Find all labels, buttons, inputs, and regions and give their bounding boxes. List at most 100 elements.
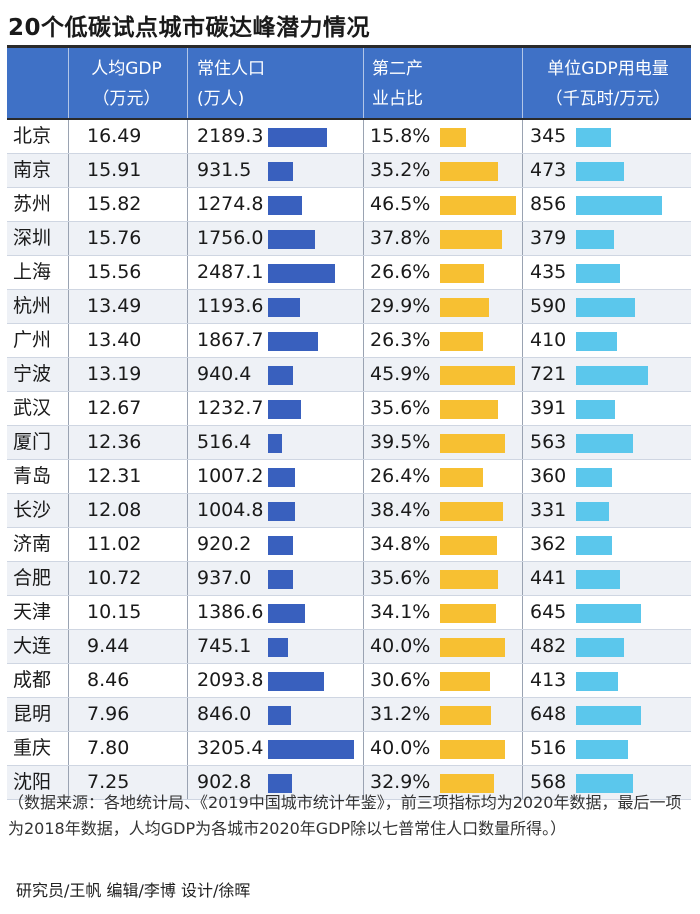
secondary-industry-value: 38.4% [370,499,431,521]
column-divider [522,664,523,697]
city-label: 苏州 [13,193,52,215]
table-row: 大连 9.44 745.1 40.0% 482 [7,630,691,664]
column-divider [363,562,364,595]
electricity-value: 721 [530,363,567,385]
electricity-bar [576,230,615,249]
column-divider [68,426,69,459]
electricity-bar [576,468,613,487]
gdp-value: 15.56 [87,261,142,283]
column-divider [68,256,69,289]
column-divider [68,120,69,153]
secondary-industry-value: 35.2% [370,159,431,181]
city-label: 上海 [13,261,52,283]
header-electricity: 单位GDP用电量 （千瓦时/万元） [525,48,691,118]
population-value: 846.0 [197,703,252,725]
table-header: 人均GDP （万元） 常住人口 (万人) 第二产 业占比 单位GDP用电量 （千… [7,48,691,120]
column-divider [187,732,188,765]
table-row: 重庆 7.80 3205.4 40.0% 516 [7,732,691,766]
population-bar [268,332,319,351]
secondary-industry-value: 26.6% [370,261,431,283]
column-divider [522,698,523,731]
electricity-bar [576,366,649,385]
gdp-value: 8.46 [87,669,130,691]
population-value: 940.4 [197,363,252,385]
electricity-value: 345 [530,125,567,147]
header-pop-line2: (万人) [197,89,245,109]
population-bar [268,366,294,385]
secondary-industry-bar [440,672,490,691]
electricity-bar [576,264,620,283]
header-sec-line1: 第二产 [372,59,423,79]
column-divider [522,426,523,459]
population-value: 1007.2 [197,465,264,487]
city-label: 长沙 [13,499,52,521]
population-value: 931.5 [197,159,252,181]
population-value: 2189.3 [197,125,264,147]
city-label: 重庆 [13,737,52,759]
column-divider [68,766,69,799]
population-bar [268,162,293,181]
population-bar [268,570,294,589]
secondary-industry-value: 40.0% [370,737,431,759]
header-divider [187,48,188,118]
city-label: 广州 [13,329,52,351]
column-divider [68,358,69,391]
electricity-bar [576,604,641,623]
city-label: 宁波 [13,363,52,385]
population-bar [268,774,293,793]
credits: 研究员/王帆 编辑/李博 设计/徐晖 [16,881,251,900]
city-label: 济南 [13,533,52,555]
gdp-value: 11.02 [87,533,142,555]
column-divider [363,630,364,663]
column-divider [187,664,188,697]
secondary-industry-value: 30.6% [370,669,431,691]
table-row: 宁波 13.19 940.4 45.9% 721 [7,358,691,392]
column-divider [68,562,69,595]
column-divider [522,392,523,425]
column-divider [187,324,188,357]
city-label: 杭州 [13,295,52,317]
population-value: 902.8 [197,771,252,793]
table-row: 昆明 7.96 846.0 31.2% 648 [7,698,691,732]
city-label: 青岛 [13,465,52,487]
column-divider [187,290,188,323]
secondary-industry-bar [440,740,506,759]
column-divider [187,256,188,289]
population-value: 1193.6 [197,295,264,317]
gdp-value: 13.49 [87,295,142,317]
population-bar [268,128,327,147]
column-divider [363,120,364,153]
electricity-value: 568 [530,771,567,793]
table-row: 深圳 15.76 1756.0 37.8% 379 [7,222,691,256]
column-divider [522,324,523,357]
secondary-industry-bar [440,468,484,487]
population-bar [268,706,291,725]
electricity-bar [576,400,616,419]
electricity-value: 441 [530,567,567,589]
secondary-industry-value: 37.8% [370,227,431,249]
column-divider [363,460,364,493]
gdp-value: 9.44 [87,635,130,657]
column-divider [522,188,523,221]
column-divider [187,562,188,595]
secondary-industry-bar [440,536,497,555]
column-divider [363,596,364,629]
column-divider [522,562,523,595]
gdp-value: 15.82 [87,193,142,215]
secondary-industry-bar [440,774,494,793]
gdp-value: 15.76 [87,227,142,249]
column-divider [363,528,364,561]
gdp-value: 12.08 [87,499,142,521]
column-divider [68,732,69,765]
population-value: 1756.0 [197,227,264,249]
city-label: 北京 [13,125,52,147]
column-divider [187,188,188,221]
header-population: 常住人口 (万人) [191,48,361,118]
electricity-value: 645 [530,601,567,623]
electricity-bar [576,638,625,657]
electricity-value: 516 [530,737,567,759]
column-divider [363,392,364,425]
secondary-industry-bar [440,230,502,249]
city-label: 天津 [13,601,52,623]
electricity-value: 435 [530,261,567,283]
